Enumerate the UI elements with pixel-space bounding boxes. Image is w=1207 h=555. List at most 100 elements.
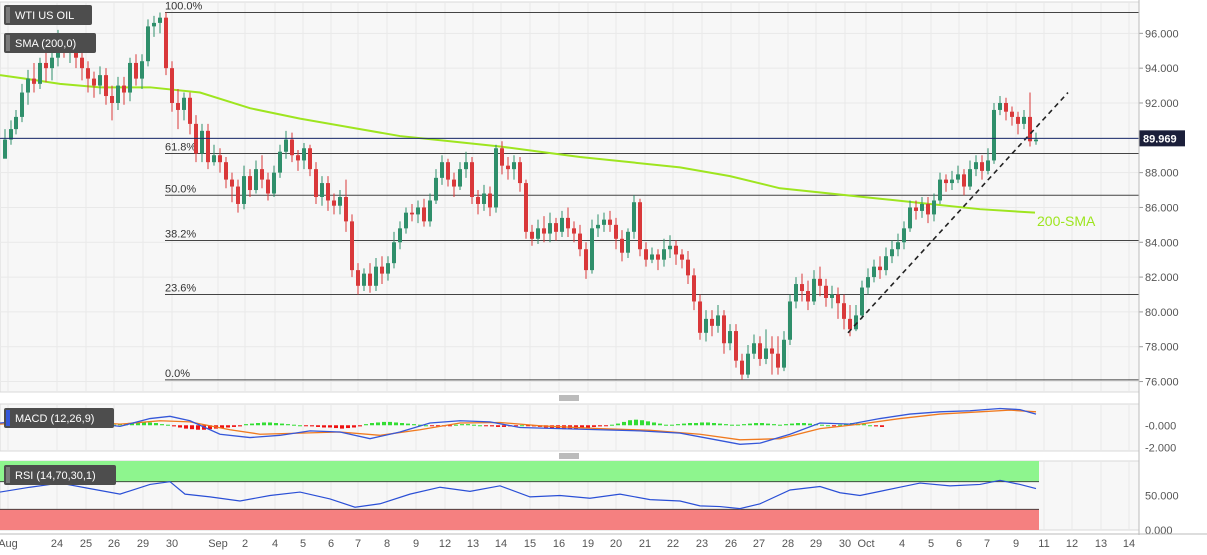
candle-body	[1022, 116, 1026, 124]
macd-histogram-bar	[190, 425, 194, 430]
macd-histogram-bar	[808, 423, 812, 426]
macd-histogram-bar	[484, 425, 488, 427]
candle-body	[650, 254, 654, 260]
macd-histogram-bar	[604, 425, 608, 427]
macd-histogram-bar	[424, 425, 428, 427]
x-tick-label: Oct	[857, 538, 874, 550]
macd-histogram-bar	[736, 424, 740, 426]
candle-body	[764, 348, 768, 359]
candle-body	[836, 294, 840, 304]
x-tick-label: 27	[753, 538, 765, 550]
candle-body	[410, 212, 414, 215]
candle-body	[656, 254, 660, 260]
macd-panel: -0.000 -2.000	[0, 407, 1176, 455]
candle-body	[248, 176, 252, 191]
macd-histogram-bar	[166, 424, 170, 426]
candle-body	[392, 242, 396, 264]
y-tick-label: 84.000	[1145, 237, 1179, 249]
candle-body	[44, 62, 48, 69]
macd-histogram-bar	[724, 424, 728, 426]
candle-body	[728, 331, 732, 344]
macd-histogram-bar	[700, 422, 704, 426]
y-tick-label: 80.000	[1145, 307, 1179, 319]
candle-body	[476, 197, 480, 204]
x-tick-label: 15	[524, 538, 536, 550]
candle-body	[782, 339, 786, 368]
candle-body	[860, 287, 864, 316]
candle-body	[752, 343, 756, 354]
macd-histogram-bar	[382, 421, 386, 426]
x-tick-label: 21	[639, 538, 651, 550]
candle-body	[896, 242, 900, 250]
candle-body	[986, 160, 990, 171]
macd-histogram-bar	[694, 423, 698, 426]
candle-body	[566, 217, 570, 229]
candle-body	[146, 26, 150, 62]
candle-body	[698, 301, 702, 333]
candle-body	[482, 193, 486, 204]
macd-histogram-bar	[160, 424, 164, 426]
macd-histogram-bar	[838, 424, 842, 426]
indicator-badges: WTI US OIL SMA (200,0) MACD (12,26,9) RSI (…	[4, 5, 116, 485]
candle-body	[152, 22, 156, 27]
candle-body	[854, 315, 858, 330]
candle-body	[614, 224, 618, 239]
candle-body	[794, 284, 798, 302]
macd-histogram-bar	[220, 425, 224, 429]
candle-body	[434, 177, 438, 201]
x-tick-label: 20	[610, 538, 622, 550]
rsi-overbought-band	[0, 461, 1039, 482]
candle-body	[962, 174, 966, 187]
macd-histogram-bar	[268, 422, 272, 426]
candle-body	[80, 57, 84, 69]
candle-body	[818, 278, 822, 286]
candle-body	[386, 263, 390, 274]
candle-body	[500, 148, 504, 166]
x-tick-label: 29	[137, 538, 149, 550]
macd-histogram-bar	[784, 424, 788, 426]
macd-histogram-bar	[874, 425, 878, 427]
x-tick-label: 6	[328, 538, 334, 550]
macd-histogram-bar	[466, 424, 470, 426]
macd-histogram-bar	[514, 425, 518, 427]
macd-histogram-bar	[340, 425, 344, 429]
y-tick-label: 76.000	[1145, 377, 1179, 389]
x-tick-label: 7	[984, 538, 990, 550]
candle-body	[620, 238, 624, 253]
x-tick-label: 16	[553, 538, 565, 550]
candle-body	[842, 303, 846, 319]
candle-body	[128, 62, 132, 93]
macd-histogram-bar	[280, 423, 284, 426]
sma-label: 200-SMA	[1037, 213, 1096, 229]
candle-body	[608, 219, 612, 225]
x-tick-label: 24	[51, 538, 63, 550]
candle-body	[86, 68, 90, 79]
candle-body	[548, 223, 552, 234]
macd-histogram-bar	[352, 425, 356, 428]
candle-body	[116, 85, 120, 103]
candle-body	[602, 219, 606, 225]
candle-body	[338, 197, 342, 206]
x-tick-label: 5	[928, 538, 934, 550]
candle-body	[284, 139, 288, 152]
candle-body	[488, 193, 492, 208]
candle-body	[722, 315, 726, 344]
candle-body	[1034, 139, 1038, 142]
candle-body	[290, 139, 294, 156]
macd-histogram-bar	[616, 423, 620, 426]
macd-histogram-bar	[256, 423, 260, 426]
macd-histogram-bar	[766, 423, 770, 426]
badge-marker	[6, 410, 10, 426]
macd-histogram-bar	[304, 425, 308, 427]
candle-body	[1028, 116, 1032, 142]
macd-histogram-bar	[676, 424, 680, 426]
rsi-oversold-band	[0, 509, 1039, 530]
badge-label-instrument: WTI US OIL	[15, 10, 74, 22]
candle-body	[380, 266, 384, 274]
candle-body	[506, 165, 510, 170]
candle-body	[932, 200, 936, 215]
candle-body	[632, 202, 636, 232]
fib-level-label: 100.0%	[165, 0, 203, 12]
pane-resize-handles[interactable]	[559, 395, 579, 459]
